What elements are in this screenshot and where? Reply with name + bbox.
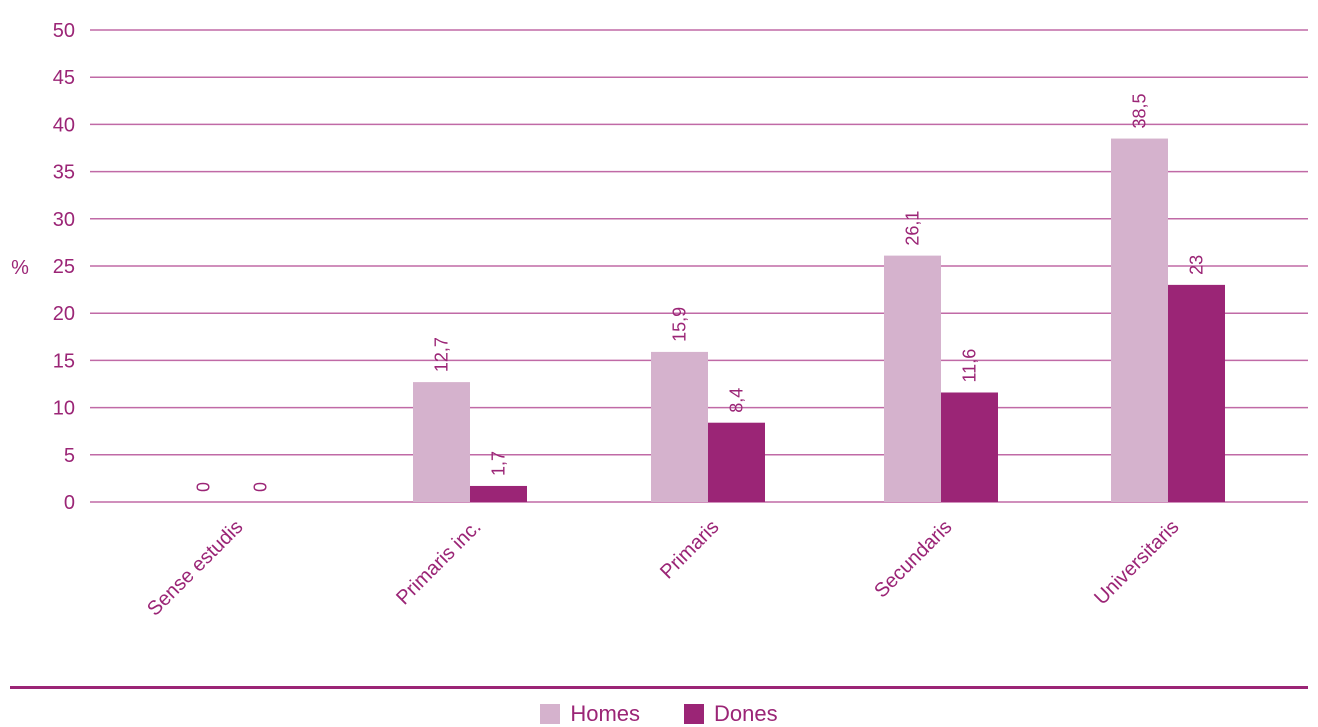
- y-tick-label: 30: [53, 209, 75, 231]
- data-label: 12,7: [432, 337, 452, 372]
- bar-homes: [1111, 138, 1168, 502]
- data-label: 15,9: [670, 307, 690, 342]
- legend-swatch-homes: [540, 704, 561, 724]
- x-tick-label: Primaris inc.: [392, 516, 485, 609]
- legend-item-homes: Homes: [540, 703, 640, 725]
- y-axis-title: %: [11, 257, 29, 279]
- legend-label-dones: Dones: [714, 701, 778, 726]
- data-label: 1,7: [489, 451, 509, 476]
- bar-homes: [413, 382, 470, 502]
- x-tick-label: Universitaris: [1090, 516, 1183, 609]
- y-tick-label: 45: [53, 67, 75, 89]
- y-tick-label: 35: [53, 162, 75, 184]
- y-tick-label: 5: [64, 445, 75, 467]
- data-label: 0: [194, 482, 214, 492]
- data-label: 23: [1187, 255, 1207, 275]
- bar-dones: [470, 485, 527, 502]
- y-tick-label: 40: [53, 114, 75, 136]
- y-tick-label: 0: [64, 492, 75, 514]
- bar-dones: [708, 422, 765, 502]
- y-tick-label: 15: [53, 350, 75, 372]
- legend-swatch-dones: [684, 704, 705, 724]
- bar-homes: [651, 351, 708, 502]
- y-tick-label: 20: [53, 303, 75, 325]
- bar-dones: [941, 392, 998, 502]
- data-label: 8,4: [727, 388, 747, 413]
- legend-divider: [10, 686, 1308, 689]
- data-label: 0: [251, 482, 271, 492]
- x-tick-label: Secundaris: [870, 516, 956, 602]
- data-label: 26,1: [903, 211, 923, 246]
- y-tick-label: 25: [53, 256, 75, 278]
- legend: Homes Dones: [0, 701, 1318, 727]
- x-tick-label: Sense estudis: [143, 516, 247, 620]
- legend-item-dones: Dones: [684, 703, 778, 725]
- bar-homes: [884, 255, 941, 502]
- data-label: 38,5: [1130, 94, 1150, 129]
- legend-label-homes: Homes: [570, 701, 641, 726]
- x-tick-label: Primaris: [656, 516, 723, 583]
- y-tick-label: 50: [53, 20, 75, 42]
- data-label: 11,6: [960, 349, 980, 383]
- bar-chart: 0 5 10 15 20 25 30 35 40 45 50% 0 12,7 15,9 26,1 38,5 0 1…: [11, 20, 1308, 620]
- bar-dones: [1168, 284, 1225, 502]
- y-tick-label: 10: [53, 398, 75, 420]
